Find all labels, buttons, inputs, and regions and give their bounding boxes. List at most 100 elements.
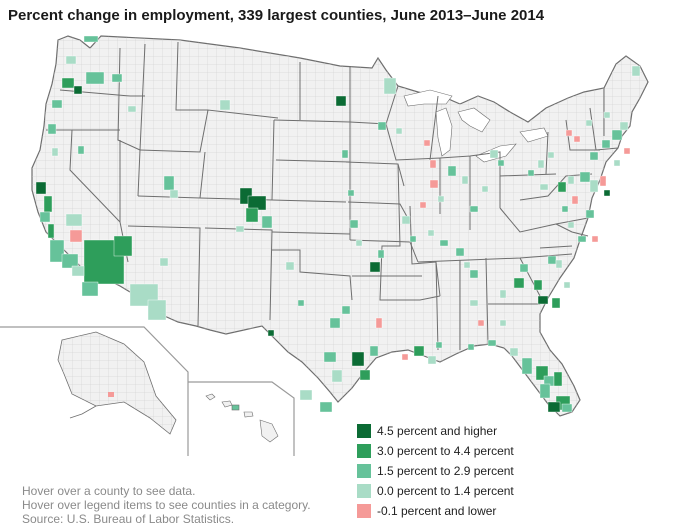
county-region[interactable] (467, 343, 475, 351)
county-region[interactable] (547, 401, 561, 413)
county-region[interactable] (537, 295, 549, 305)
county-region[interactable] (369, 345, 379, 357)
county-region[interactable] (551, 297, 561, 309)
county-region[interactable] (477, 319, 485, 327)
county-region[interactable] (77, 145, 85, 155)
county-region[interactable] (71, 265, 85, 277)
county-region[interactable] (297, 299, 305, 307)
county-region[interactable] (395, 127, 403, 135)
county-region[interactable] (571, 195, 579, 205)
county-region[interactable] (589, 179, 599, 193)
county-region[interactable] (401, 353, 409, 361)
county-region[interactable] (577, 235, 587, 243)
county-region[interactable] (323, 351, 337, 363)
county-region[interactable] (351, 351, 365, 367)
county-region[interactable] (69, 229, 83, 243)
county-region[interactable] (329, 317, 341, 329)
county-region[interactable] (65, 213, 83, 227)
county-region[interactable] (409, 235, 417, 243)
county-region[interactable] (429, 179, 439, 189)
county-region[interactable] (49, 239, 65, 263)
county-region[interactable] (567, 175, 575, 185)
county-region[interactable] (601, 139, 611, 149)
county-region[interactable] (163, 175, 175, 191)
county-region[interactable] (423, 139, 431, 147)
county-region[interactable] (563, 281, 571, 289)
county-region[interactable] (377, 121, 387, 131)
county-region[interactable] (561, 205, 569, 213)
county-region[interactable] (73, 85, 83, 95)
county-region[interactable] (335, 95, 347, 107)
legend-item[interactable]: 4.5 percent and higher (357, 421, 514, 441)
county-region[interactable] (285, 261, 295, 271)
county-region[interactable] (565, 129, 573, 137)
county-region[interactable] (127, 105, 137, 113)
county-region[interactable] (427, 229, 435, 237)
county-region[interactable] (527, 169, 535, 177)
county-region[interactable] (547, 151, 555, 159)
county-region[interactable] (497, 159, 505, 167)
county-region[interactable] (603, 111, 611, 119)
county-region[interactable] (481, 185, 489, 193)
county-region[interactable] (611, 129, 623, 141)
county-region[interactable] (469, 269, 479, 279)
county-region[interactable] (267, 329, 275, 337)
legend-item[interactable]: 1.5 percent to 2.9 percent (357, 461, 514, 481)
county-region[interactable] (547, 255, 557, 265)
county-region[interactable] (521, 357, 533, 375)
county-region[interactable] (585, 209, 595, 219)
county-region[interactable] (469, 205, 479, 213)
county-region[interactable] (261, 215, 273, 229)
county-region[interactable] (113, 235, 133, 257)
county-region[interactable] (513, 277, 525, 289)
legend-item[interactable]: 3.0 percent to 4.4 percent (357, 441, 514, 461)
county-region[interactable] (413, 345, 425, 357)
legend-item[interactable]: -0.1 percent and lower (357, 501, 514, 521)
county-region[interactable] (585, 119, 593, 127)
county-region[interactable] (375, 317, 383, 329)
county-region[interactable] (519, 263, 529, 273)
county-region[interactable] (567, 221, 575, 229)
county-region[interactable] (383, 77, 397, 95)
county-region[interactable] (331, 369, 343, 383)
county-region[interactable] (111, 73, 123, 83)
county-region[interactable] (347, 189, 355, 197)
county-region[interactable] (603, 189, 611, 197)
county-region[interactable] (39, 211, 51, 223)
county-region[interactable] (435, 341, 443, 349)
county-region[interactable] (437, 195, 445, 203)
county-region[interactable] (159, 257, 169, 267)
county-region[interactable] (401, 215, 411, 225)
county-region[interactable] (631, 65, 641, 77)
county-region[interactable] (147, 299, 167, 321)
county-region[interactable] (623, 147, 631, 155)
county-region[interactable] (579, 171, 591, 183)
county-region[interactable] (43, 195, 53, 213)
county-region[interactable] (463, 261, 471, 269)
county-region[interactable] (61, 253, 79, 269)
county-region[interactable] (455, 247, 465, 257)
county-region[interactable] (469, 299, 479, 307)
county-region[interactable] (557, 181, 567, 193)
legend-item[interactable]: 0.0 percent to 1.4 percent (357, 481, 514, 501)
county-region[interactable] (51, 147, 59, 157)
county-region[interactable] (319, 401, 333, 413)
county-region[interactable] (539, 183, 549, 191)
county-region[interactable] (65, 55, 77, 65)
county-region[interactable] (489, 149, 499, 159)
county-region[interactable] (509, 347, 519, 357)
county-region[interactable] (533, 279, 543, 291)
county-region[interactable] (499, 289, 507, 299)
county-region[interactable] (47, 123, 57, 135)
county-region[interactable] (299, 389, 313, 401)
county-region[interactable] (341, 305, 351, 315)
county-region[interactable] (561, 403, 573, 413)
county-region[interactable] (169, 189, 179, 199)
county-region[interactable] (369, 261, 381, 273)
county-region[interactable] (599, 175, 607, 187)
county-region[interactable] (439, 239, 449, 247)
county-region[interactable] (427, 355, 437, 365)
county-region[interactable] (537, 159, 545, 169)
county-region[interactable] (555, 259, 563, 269)
county-region[interactable] (377, 249, 385, 259)
